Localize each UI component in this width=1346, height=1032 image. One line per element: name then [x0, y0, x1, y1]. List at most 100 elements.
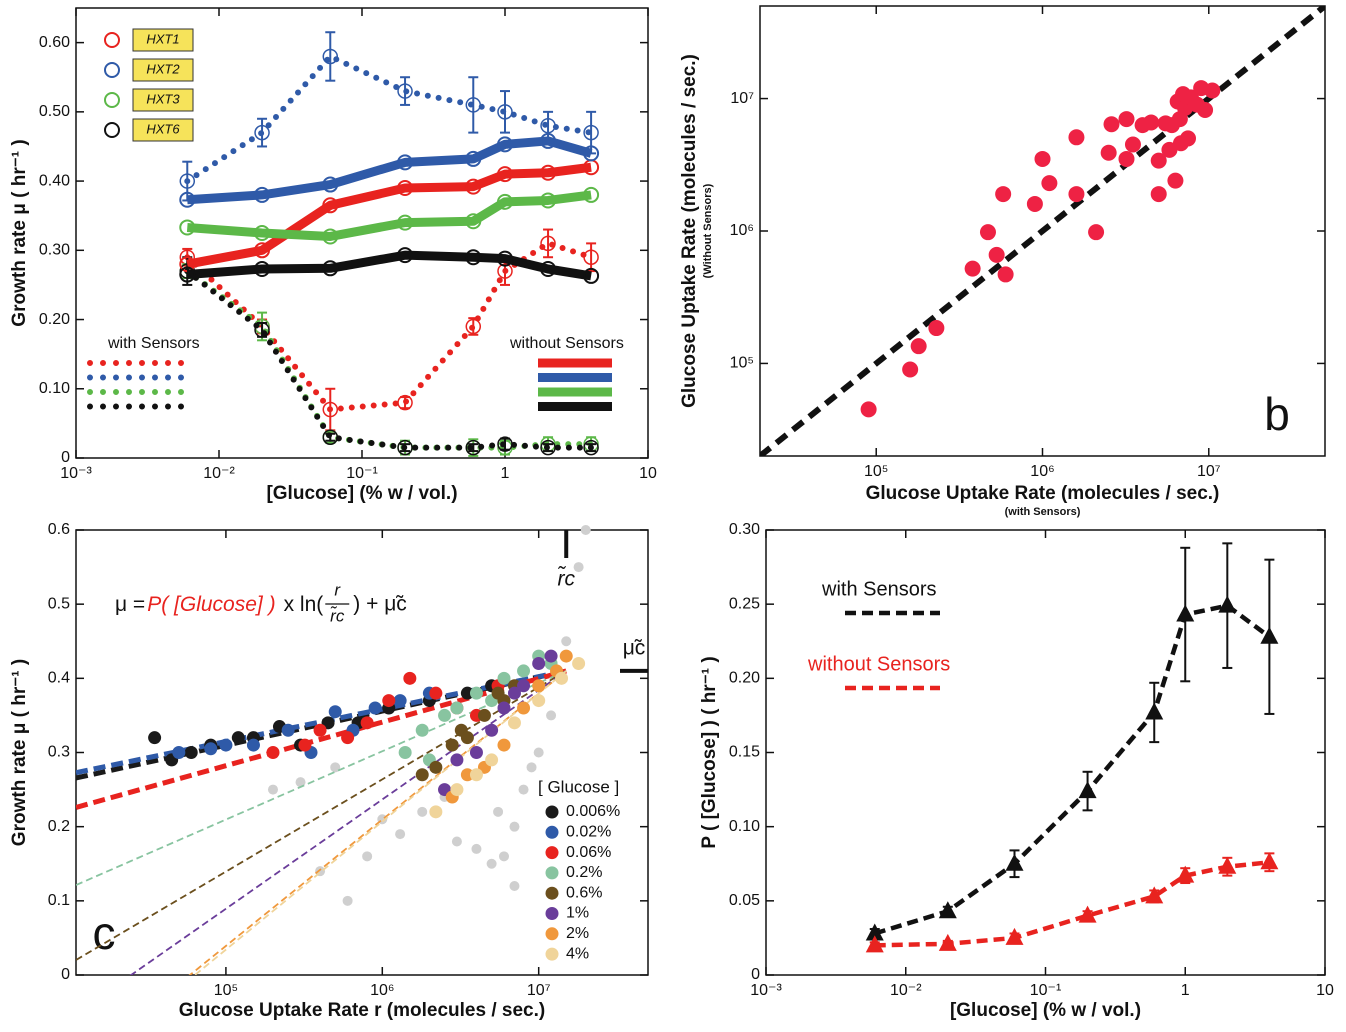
marker-with-sensors [397, 83, 413, 99]
legend-marker [545, 846, 559, 860]
x-axis-label: [Glucose] (% w / vol.) [950, 1000, 1141, 1021]
point [246, 738, 260, 752]
line-without-sensors [186, 250, 592, 281]
marker [1145, 886, 1164, 904]
x-tick-label: 10⁶ [370, 982, 394, 999]
legend-marker [545, 927, 559, 941]
series-line [874, 860, 1270, 948]
point [555, 671, 569, 685]
legend-box [132, 118, 194, 142]
eq-rhs: ) + μ̃c [353, 593, 407, 616]
point [497, 738, 511, 752]
point [497, 701, 511, 715]
legend-label: 2% [566, 925, 589, 942]
background-point [471, 843, 482, 854]
y-tick-label: 0 [61, 966, 70, 983]
point [544, 649, 558, 663]
point [1204, 82, 1221, 99]
eq-lhs: μ = [115, 593, 145, 616]
x-tick-label: 10⁷ [1197, 463, 1221, 480]
marker-without-sensors [322, 176, 339, 193]
x-tick-label: 10⁵ [864, 463, 888, 480]
point [219, 738, 233, 752]
rc-label: r̃c [557, 566, 575, 590]
legend-marker [545, 825, 559, 839]
point [1118, 111, 1135, 128]
y-axis-label: Growth rate μ ( hr⁻¹ ) [9, 139, 30, 326]
x-tick-label: 10 [1316, 982, 1334, 999]
point [393, 694, 407, 708]
marker [1218, 856, 1237, 874]
fit-line [76, 668, 567, 810]
point [281, 723, 295, 737]
marker-with-sensors [583, 124, 599, 141]
point [204, 742, 218, 756]
legend-marker [104, 62, 120, 78]
point [507, 716, 521, 730]
point [1143, 114, 1160, 131]
point [469, 746, 483, 759]
marker [1005, 927, 1024, 945]
x-tick-label: 10⁶ [1030, 463, 1054, 480]
point [572, 657, 586, 670]
point [429, 686, 443, 700]
point [1068, 186, 1085, 203]
marker-with-sensors [583, 439, 599, 456]
fit-line [76, 668, 567, 776]
legend-label: 0.02% [566, 824, 611, 841]
marker [938, 933, 957, 951]
point [995, 186, 1012, 203]
marker [1005, 853, 1024, 871]
background-point [509, 881, 520, 891]
point [368, 701, 382, 715]
x-tick-label: 10⁻³ [60, 465, 92, 482]
marker-without-sensors [497, 136, 513, 153]
marker-without-sensors [254, 225, 271, 241]
point [403, 671, 417, 685]
marker-without-sensors [540, 192, 557, 209]
legend-label: 0.06% [566, 844, 611, 861]
point [988, 246, 1005, 263]
legend-marker [545, 886, 559, 900]
point [517, 701, 531, 715]
background-point [486, 858, 497, 869]
panel-letter: c [93, 907, 116, 959]
marker-without-sensors [254, 186, 271, 203]
point [860, 401, 877, 418]
line-with-sensors [184, 268, 595, 451]
point [450, 753, 464, 767]
background-point [509, 821, 520, 832]
x-tick-label: 10⁻¹ [1030, 982, 1062, 999]
y-tick-label: 0.25 [729, 595, 760, 612]
legend-marker [104, 122, 120, 138]
line-without-sensors [186, 162, 592, 269]
point [1118, 150, 1135, 167]
y-axis-sublabel: (Without Sensors) [702, 183, 714, 278]
point [1150, 152, 1167, 169]
marker-with-sensors [465, 318, 482, 335]
point [1167, 172, 1184, 189]
legend-label: 0.006% [566, 803, 620, 820]
marker-with-sensors [322, 429, 339, 445]
background-point [417, 806, 428, 817]
marker-without-sensors [497, 250, 513, 267]
background-point [573, 562, 584, 573]
point [517, 664, 531, 678]
legend-label: 1% [566, 905, 589, 922]
identity-line [760, 6, 1325, 456]
marker-without-sensors [497, 166, 513, 183]
background-point [267, 784, 278, 795]
x-axis-label: Glucose Uptake Rate (molecules / sec.) [866, 483, 1220, 504]
point [460, 686, 474, 700]
legend-label: 0.6% [566, 884, 602, 901]
marker [1145, 702, 1164, 720]
fit-line [76, 670, 567, 961]
background-point [295, 777, 306, 788]
muc-label: μ̃c [623, 636, 646, 659]
x-tick-label: 10⁵ [214, 982, 238, 999]
y-tick-label: 10⁵ [730, 355, 754, 372]
point [460, 731, 474, 745]
point [497, 671, 511, 685]
marker-without-sensors [540, 132, 557, 149]
